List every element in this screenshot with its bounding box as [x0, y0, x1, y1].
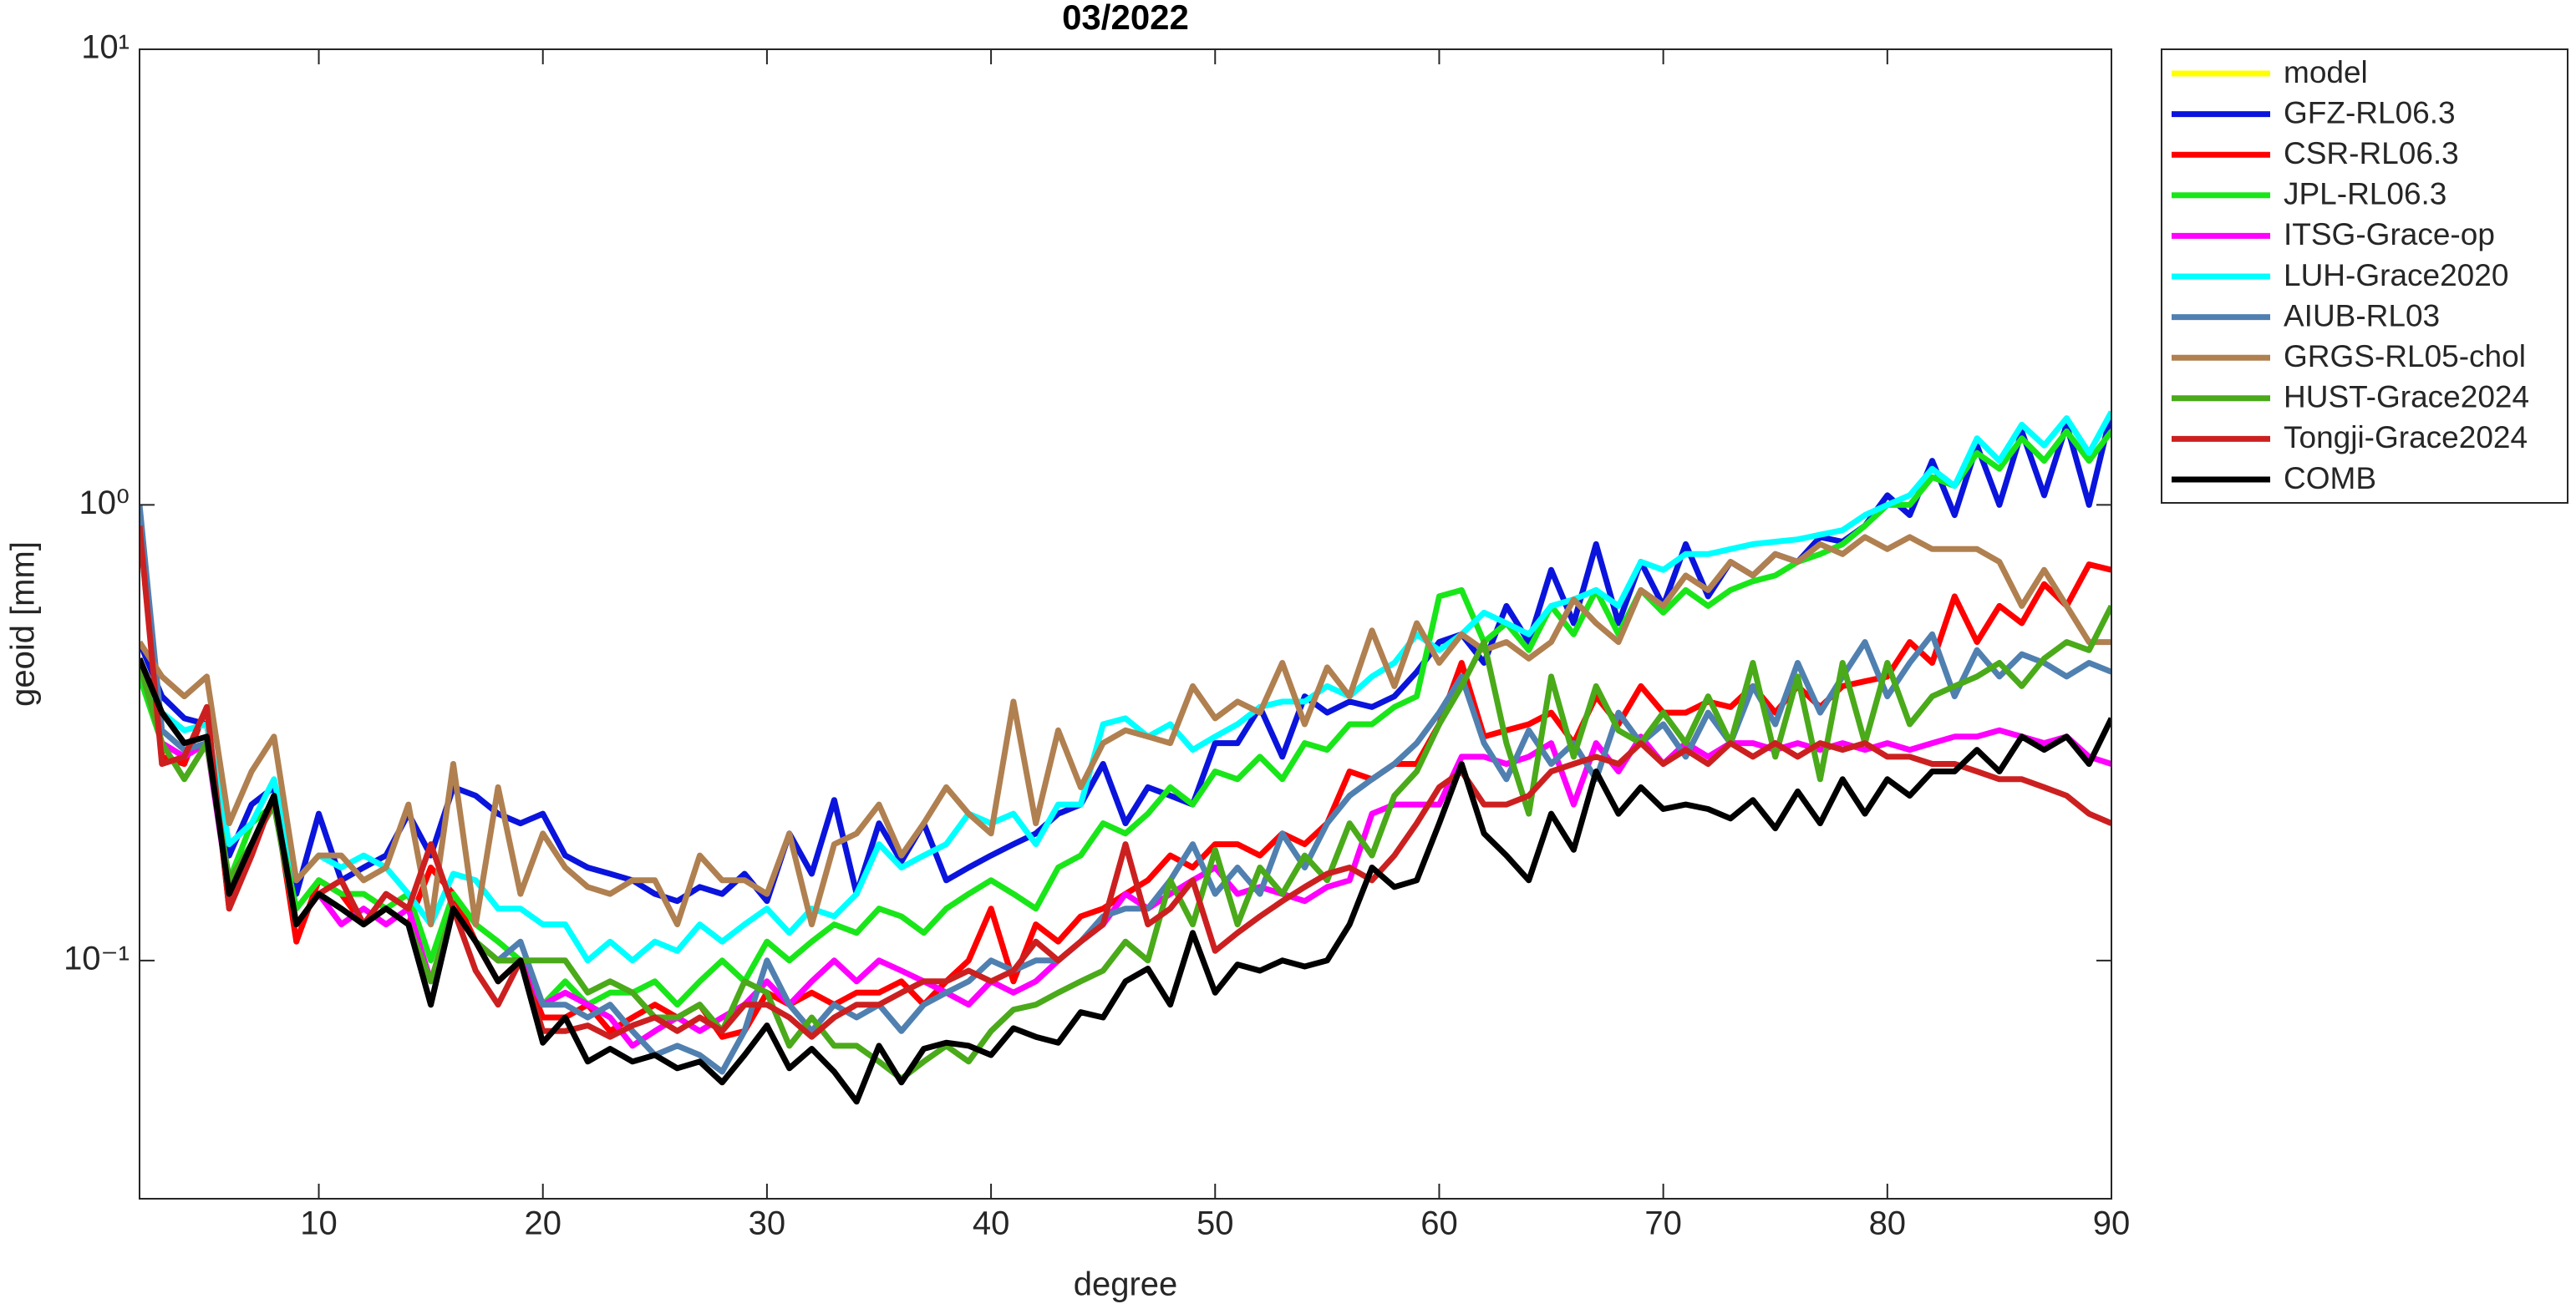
legend-label: GRGS-RL05-chol — [2284, 339, 2526, 373]
x-tick-label: 40 — [973, 1205, 1010, 1242]
series-line — [140, 657, 2111, 1105]
legend-label: GFZ-RL06.3 — [2284, 95, 2456, 129]
x-tick-label: 60 — [1420, 1205, 1458, 1242]
x-tick-label: 30 — [749, 1205, 786, 1242]
series-line — [140, 428, 2111, 1008]
legend-label: HUST-Grace2024 — [2284, 380, 2529, 414]
y-tick-label: 10⁻¹ — [64, 940, 130, 977]
legend-label: JPL-RL06.3 — [2284, 177, 2446, 211]
x-tick-label: 50 — [1197, 1205, 1234, 1242]
legend-label: model — [2284, 55, 2368, 89]
legend-label: AIUB-RL03 — [2284, 298, 2440, 332]
y-tick-label: 10¹ — [81, 29, 130, 66]
legend-label: Tongji-Grace2024 — [2284, 420, 2528, 454]
y-tick-label: 10⁰ — [79, 485, 130, 521]
x-tick-label: 70 — [1644, 1205, 1682, 1242]
x-tick-label: 10 — [300, 1205, 338, 1242]
legend-label: COMB — [2284, 461, 2376, 495]
y-axis-label: geoid [mm] — [5, 541, 42, 707]
axes-box — [139, 48, 2112, 1200]
x-tick-label: 80 — [1869, 1205, 1907, 1242]
x-tick-label: 20 — [524, 1205, 561, 1242]
x-tick-label: 90 — [2093, 1205, 2131, 1242]
legend-label: LUH-Grace2020 — [2284, 258, 2508, 292]
legend-label: ITSG-Grace-op — [2284, 217, 2495, 251]
x-axis-label: degree — [1074, 1266, 1178, 1303]
legend-label: CSR-RL06.3 — [2284, 136, 2459, 170]
series-line — [140, 525, 2111, 1040]
plot-area — [140, 410, 2111, 1105]
series-line — [140, 534, 2111, 928]
chart-title: 03/2022 — [1062, 0, 1189, 37]
legend: model GFZ-RL06.3 CSR-RL06.3 JPL-RL06.3 ITSG-… — [2161, 48, 2568, 504]
